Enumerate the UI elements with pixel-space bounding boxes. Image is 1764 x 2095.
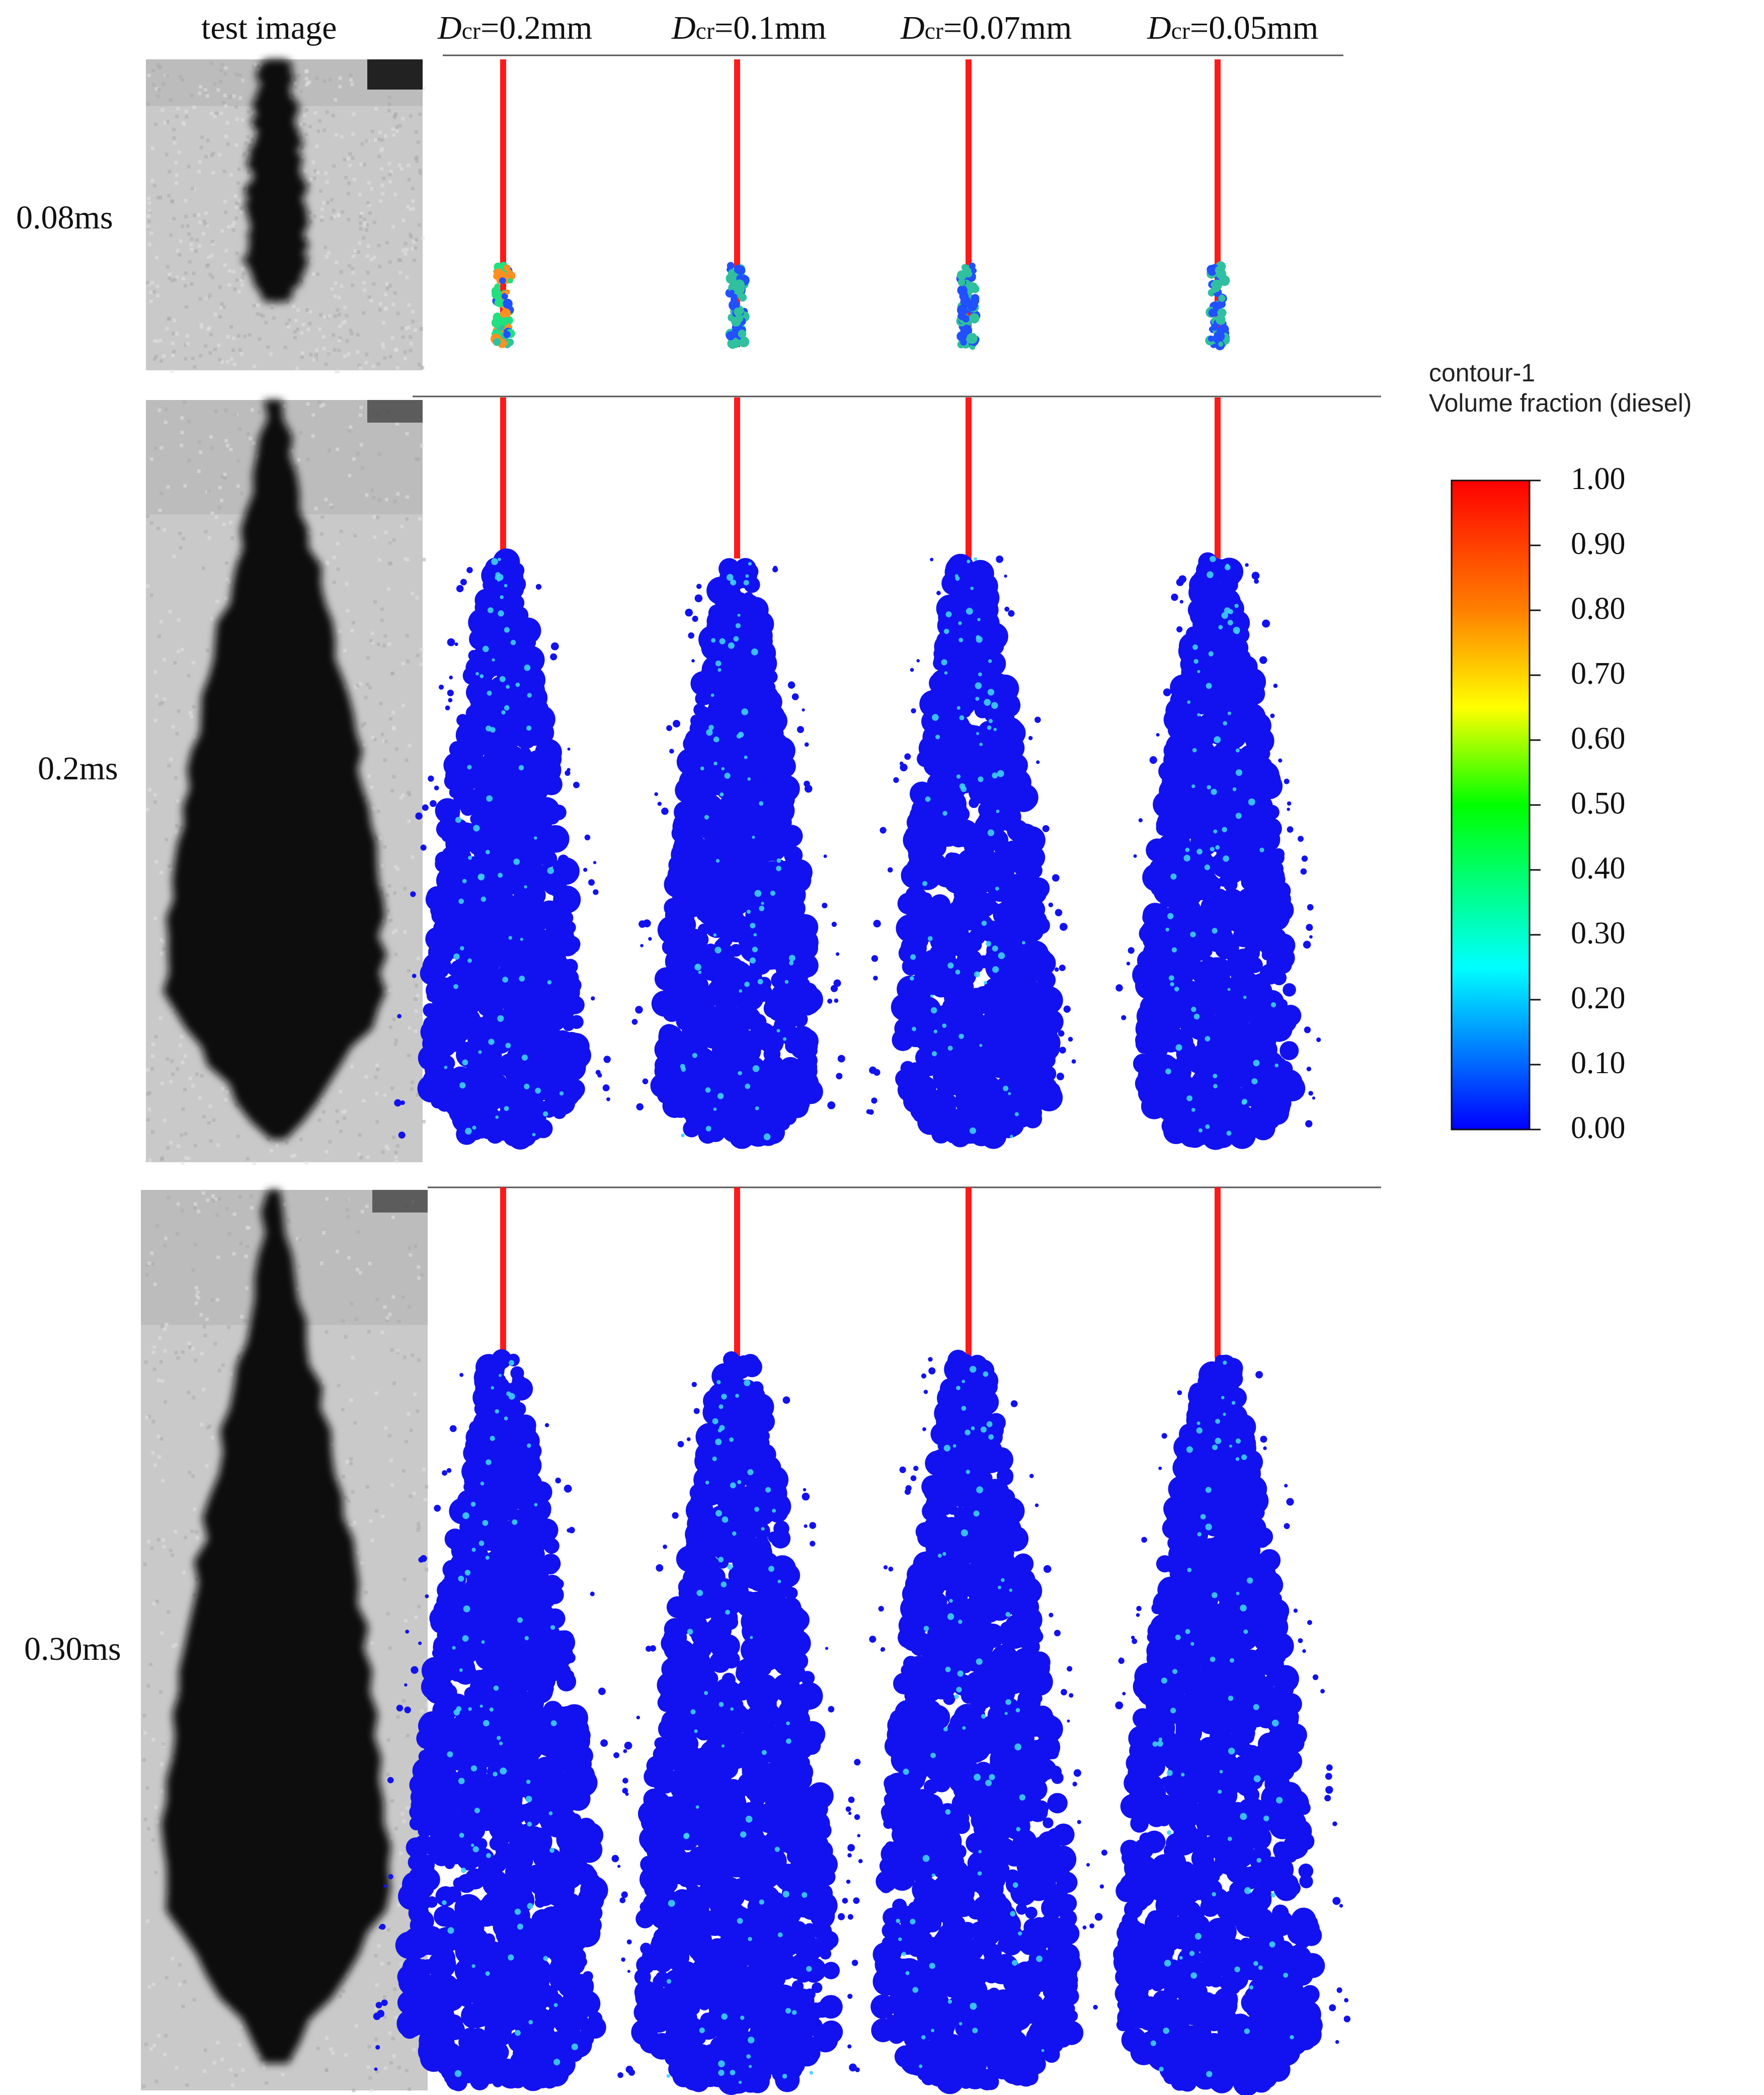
spray-shadow — [161, 1190, 391, 2064]
test-image — [146, 400, 426, 1165]
colorbar-tick-label: 0.60 — [1571, 721, 1626, 756]
test-image — [141, 1190, 431, 2092]
row-label-0.08ms: 0.08ms — [16, 199, 113, 236]
simulated-spray — [725, 59, 750, 349]
liquid-core — [1215, 1187, 1221, 1358]
header-dcr-0.05: Dcr=0.05mm — [1147, 10, 1319, 46]
liquid-core — [966, 397, 972, 558]
simulated-spray — [866, 397, 1076, 1149]
header-test-image: test image — [201, 10, 337, 46]
liquid-core — [500, 1187, 506, 1358]
colorbar-tick-label: 1.00 — [1571, 462, 1626, 496]
header-dcr-0.1: Dcr=0.1mm — [672, 10, 827, 46]
colorbar-tick-label: 0.80 — [1571, 592, 1626, 626]
test-image — [146, 59, 426, 374]
row-label-0.2ms: 0.2ms — [38, 750, 118, 787]
colorbar-subtitle: Volume fraction (diesel) — [1429, 389, 1692, 417]
colorbar-tick-label: 0.20 — [1571, 981, 1626, 1015]
liquid-core — [734, 1187, 740, 1358]
colorbar-tick-label: 0.30 — [1571, 916, 1626, 950]
colorbar — [1451, 479, 1531, 1131]
spray-shadow — [241, 59, 310, 302]
simulated-spray — [838, 1187, 1095, 2094]
colorbar-tick-label: 0.00 — [1571, 1111, 1626, 1145]
liquid-core — [966, 1187, 972, 1358]
simulated-spray — [394, 397, 611, 1150]
liquid-core — [500, 397, 506, 558]
colorbar-tick-label: 0.50 — [1571, 786, 1626, 821]
simulated-spray — [1093, 1187, 1351, 2095]
row-label-0.30ms: 0.30ms — [24, 1631, 121, 1667]
simulated-spray — [490, 59, 516, 349]
simulated-spray — [631, 397, 845, 1149]
colorbar-tick-label: 0.70 — [1571, 657, 1626, 691]
liquid-core — [734, 397, 740, 558]
simulated-spray — [1115, 397, 1321, 1150]
header-dcr-0.2: Dcr=0.2mm — [438, 10, 593, 46]
liquid-core — [1215, 397, 1221, 558]
colorbar-tick-label: 0.90 — [1571, 527, 1626, 561]
simulated-spray — [1205, 59, 1230, 351]
spray-shadow — [163, 400, 387, 1140]
colorbar-title: contour-1 — [1429, 359, 1536, 387]
colorbar-tick-label: 0.10 — [1571, 1046, 1626, 1080]
simulated-spray — [373, 1187, 635, 2091]
simulated-spray — [611, 1187, 863, 2095]
header-dcr-0.07: Dcr=0.07mm — [901, 10, 1072, 46]
colorbar-tick-label: 0.40 — [1571, 851, 1626, 885]
simulated-spray — [956, 59, 981, 350]
